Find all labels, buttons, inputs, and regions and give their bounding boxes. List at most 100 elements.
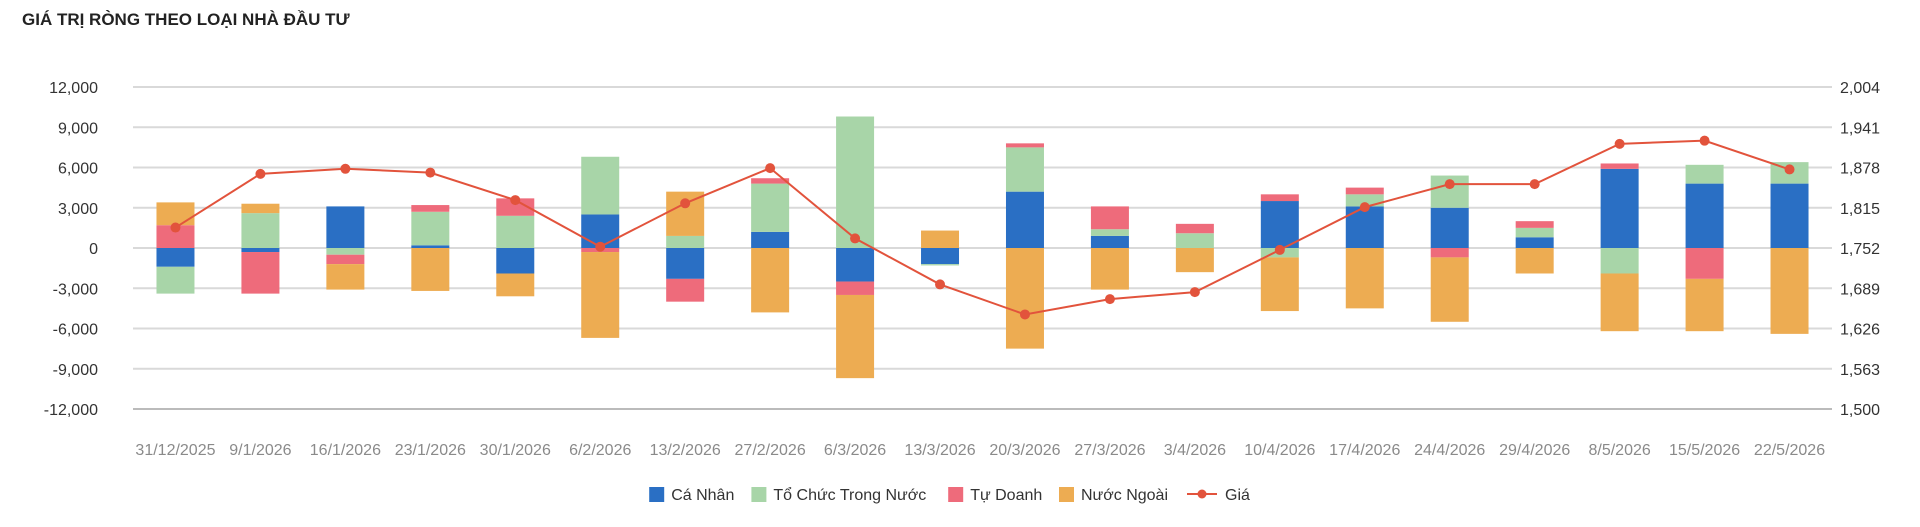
x-tick-label: 6/3/2026 <box>824 442 886 459</box>
x-tick-label: 23/1/2026 <box>395 442 466 459</box>
bar-segment <box>496 198 535 216</box>
legend-label: Tự Doanh <box>970 487 1042 504</box>
price-point <box>1529 179 1540 190</box>
bar-segment <box>241 203 280 214</box>
bar-segment <box>1090 229 1129 236</box>
x-tick-label: 27/2/2026 <box>735 442 806 459</box>
chart-title: GIÁ TRỊ RÒNG THEO LOẠI NHÀ ĐẦU TƯ <box>22 10 350 29</box>
bar-segment <box>156 225 195 248</box>
bar-segment <box>921 248 960 265</box>
y-tick-label: 9,000 <box>58 120 98 137</box>
bar-segment <box>751 178 790 184</box>
x-tick-label: 27/3/2026 <box>1074 442 1145 459</box>
bar-segment <box>1005 147 1044 192</box>
y-tick-label: -6,000 <box>53 322 98 339</box>
y2-tick-label: 1,815 <box>1840 201 1880 218</box>
bar-segment <box>326 206 365 248</box>
bar-segment <box>411 205 450 212</box>
bar-segment <box>411 211 450 246</box>
price-point <box>1444 179 1455 190</box>
bar-segment <box>1345 206 1384 248</box>
price-point <box>170 222 181 233</box>
bar-segment <box>1685 183 1724 248</box>
x-tick-label: 6/2/2026 <box>569 442 631 459</box>
bar-segment <box>496 273 535 297</box>
bar-segment <box>1175 233 1214 248</box>
price-point <box>1189 287 1200 298</box>
bar-segment <box>836 281 875 295</box>
price-point <box>595 241 606 252</box>
legend-label: Nước Ngoài <box>1081 487 1168 504</box>
legend-swatch <box>948 487 964 502</box>
price-point <box>255 168 266 179</box>
price-point <box>680 198 691 209</box>
y-tick-label: 12,000 <box>49 80 98 97</box>
x-tick-label: 22/5/2026 <box>1754 442 1825 459</box>
bar-segment <box>156 266 195 294</box>
bar-segment <box>496 248 535 274</box>
price-point <box>425 167 436 178</box>
bar-segment <box>1175 248 1214 273</box>
x-tick-label: 20/3/2026 <box>989 442 1060 459</box>
legend-label: Tổ Chức Trong Nước <box>773 486 926 504</box>
bar-segment <box>1175 223 1214 234</box>
bar-segment <box>156 248 195 267</box>
y-tick-label: 0 <box>89 241 98 258</box>
bar-segment <box>156 202 195 226</box>
legend-swatch <box>1059 487 1074 502</box>
bar-segment <box>496 215 535 248</box>
bar-segment <box>1090 248 1129 290</box>
bar-segment <box>1515 248 1554 274</box>
y2-tick-label: 2,004 <box>1840 80 1880 97</box>
bar-segment <box>241 248 280 253</box>
bar-segment <box>241 252 280 294</box>
bar-segment <box>836 248 875 282</box>
bar-segment <box>1600 163 1639 169</box>
bar-segment <box>1515 221 1554 228</box>
y2-tick-label: 1,626 <box>1840 322 1880 339</box>
bar-segment <box>1430 257 1469 322</box>
bar-segment <box>1090 235 1129 248</box>
bar-segment <box>1005 143 1044 148</box>
bar-segment <box>1600 273 1639 332</box>
bar-segment <box>666 248 705 279</box>
bar-segment <box>1345 187 1384 195</box>
x-tick-label: 8/5/2026 <box>1588 442 1650 459</box>
bar-segment <box>241 213 280 248</box>
bar-segment <box>1685 278 1724 332</box>
bar-segment <box>411 248 450 291</box>
legend-swatch <box>751 487 767 502</box>
price-point <box>1104 294 1115 305</box>
y2-tick-label: 1,563 <box>1840 362 1880 379</box>
bar-segment <box>1685 248 1724 279</box>
bar-segment <box>1260 194 1299 202</box>
y2-tick-label: 1,500 <box>1840 402 1880 419</box>
x-tick-label: 3/4/2026 <box>1164 442 1226 459</box>
bar-segment <box>1770 183 1809 248</box>
x-tick-label: 13/3/2026 <box>904 442 975 459</box>
bar-segment <box>1515 227 1554 238</box>
bar-segment <box>1090 206 1129 230</box>
x-tick-label: 13/2/2026 <box>650 442 721 459</box>
bar-segment <box>1345 194 1384 207</box>
y2-tick-label: 1,752 <box>1840 241 1880 258</box>
bar-segment <box>326 248 365 255</box>
legend-label: Cá Nhân <box>671 487 734 504</box>
y-tick-label: -9,000 <box>53 362 98 379</box>
bar-segment <box>1600 248 1639 274</box>
bar-segment <box>1430 207 1469 248</box>
bar-segment <box>1515 237 1554 248</box>
x-tick-label: 30/1/2026 <box>480 442 551 459</box>
legend-line-marker <box>1197 489 1207 499</box>
bar-segment <box>1260 201 1299 248</box>
x-tick-label: 17/4/2026 <box>1329 442 1400 459</box>
bar-segment <box>1005 191 1044 248</box>
bar-segment <box>1005 248 1044 349</box>
bar-segment <box>751 248 790 313</box>
bar-segment <box>581 156 620 215</box>
bar-segment <box>666 235 705 248</box>
x-tick-label: 9/1/2026 <box>229 442 291 459</box>
price-point <box>1614 138 1625 149</box>
bar-segment <box>666 278 705 302</box>
